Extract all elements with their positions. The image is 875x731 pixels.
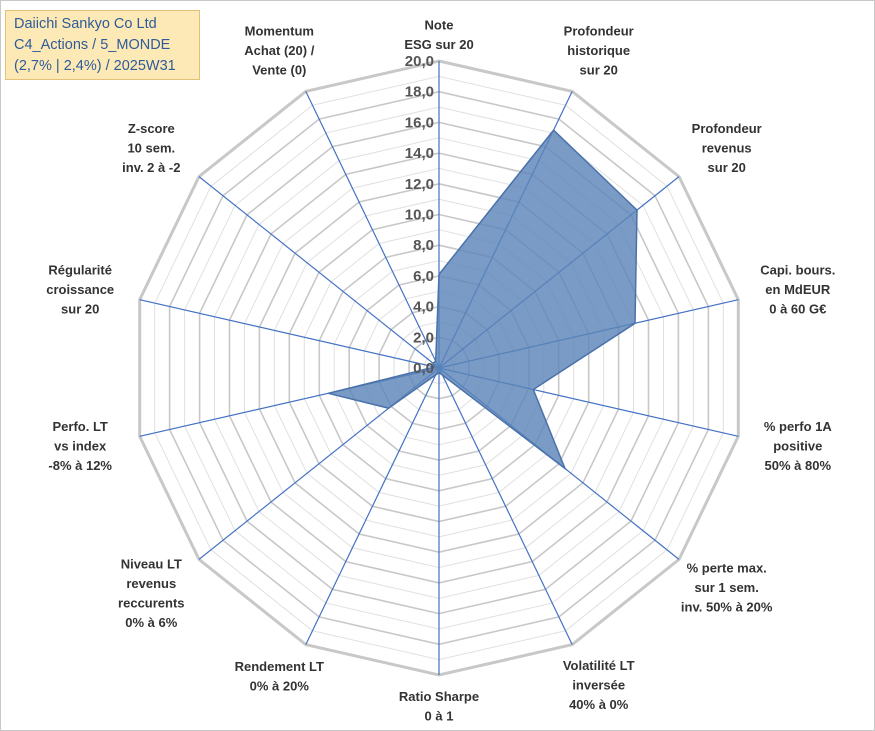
axis-label-line: Régularité <box>48 262 112 277</box>
title-line-company: Daiichi Sankyo Co Ltd <box>14 16 157 32</box>
axis-label-line: Niveau LT <box>121 557 182 572</box>
axis-label-line: 0 à 60 G€ <box>769 301 826 316</box>
axis-label-line: revenus <box>702 141 752 156</box>
axis-label-line: % perfo 1A <box>764 419 833 434</box>
axis-label: Note ESG sur 20 <box>404 18 473 53</box>
r-tick-label: 6,0 <box>413 268 434 285</box>
axis-label-line: inv. 50% à 20% <box>681 599 773 614</box>
r-tick-label: 2,0 <box>413 329 434 346</box>
axis-label: Perfo. LT vs index -8% à 12% <box>48 419 112 473</box>
axis-label-line: Vente (0) <box>252 62 306 77</box>
axis-label: Rendement LT 0% à 20% <box>235 659 324 694</box>
axis-label-line: Profondeur <box>564 23 634 38</box>
axis-label: Profondeur revenus sur 20 <box>692 121 762 175</box>
r-tick-label: 18,0 <box>405 84 434 101</box>
axis-label-line: 10 sem. <box>127 141 175 156</box>
r-tick-label: 10,0 <box>405 207 434 224</box>
axis-label-line: en MdEUR <box>765 282 831 297</box>
axis-label: Volatilité LT inversée 40% à 0% <box>563 658 635 712</box>
radar-axis-labels: Note ESG sur 20 Profondeur historique sur 20… <box>46 18 835 724</box>
axis-label: % perte max. sur 1 sem. inv. 50% à 20% <box>681 560 773 614</box>
axis-label: Capi. bours. en MdEUR 0 à 60 G€ <box>760 262 835 316</box>
axis-label-line: inv. 2 à -2 <box>122 160 180 175</box>
axis-label-line: vs index <box>54 439 107 454</box>
r-tick-label: 14,0 <box>405 145 434 162</box>
axis-spoke <box>305 91 440 369</box>
axis-spoke <box>305 367 440 645</box>
axis-label-line: -8% à 12% <box>48 458 112 473</box>
r-tick-label: 16,0 <box>405 114 434 131</box>
axis-label-line: % perte max. <box>687 560 767 575</box>
axis-label-line: Volatilité LT <box>563 658 635 673</box>
axis-label: % perfo 1A positive 50% à 80% <box>764 419 833 473</box>
axis-label-line: Z-score <box>128 121 175 136</box>
axis-label-line: Note <box>425 18 454 33</box>
axis-label-line: sur 1 sem. <box>695 580 759 595</box>
axis-label-line: Achat (20) / <box>244 43 314 58</box>
axis-label-line: 50% à 80% <box>765 458 832 473</box>
axis-label-line: ESG sur 20 <box>404 37 473 52</box>
axis-label-line: positive <box>773 439 822 454</box>
axis-label: Niveau LT revenus reccurents 0% à 6% <box>118 557 184 631</box>
axis-label-line: Ratio Sharpe <box>399 689 479 704</box>
r-tick-label: 12,0 <box>405 176 434 193</box>
axis-spoke <box>198 176 440 369</box>
series-area <box>328 128 638 471</box>
r-tick-label: 20,0 <box>405 53 434 70</box>
axis-spoke <box>139 299 440 369</box>
axis-label: Profondeur historique sur 20 <box>564 23 634 77</box>
axis-label-line: 0% à 6% <box>125 615 177 630</box>
axis-label-line: Capi. bours. <box>760 262 835 277</box>
axis-label-line: historique <box>567 43 630 58</box>
title-line-category: C4_Actions / 5_MONDE <box>14 37 171 53</box>
axis-label: Momentum Achat (20) / Vente (0) <box>244 23 314 77</box>
axis-label-line: croissance <box>46 282 114 297</box>
axis-label-line: Rendement LT <box>235 659 324 674</box>
radar-series <box>328 128 638 471</box>
axis-label-line: revenus <box>126 576 176 591</box>
axis-label: Régularité croissance sur 20 <box>46 262 114 316</box>
axis-label-line: Perfo. LT <box>53 419 108 434</box>
axis-label-line: Momentum <box>245 23 314 38</box>
r-tick-label: 4,0 <box>413 299 434 316</box>
axis-label-line: 0 à 1 <box>425 709 454 724</box>
axis-label-line: sur 20 <box>580 62 618 77</box>
axis-label-line: 0% à 20% <box>250 679 310 694</box>
axis-label-line: 40% à 0% <box>569 697 629 712</box>
axis-label-line: sur 20 <box>708 160 746 175</box>
axis-spoke <box>438 367 573 645</box>
axis-label-line: sur 20 <box>61 301 99 316</box>
axis-label: Z-score 10 sem. inv. 2 à -2 <box>122 121 180 175</box>
r-tick-label: 0,0 <box>413 360 434 377</box>
chart-title-box: Daiichi Sankyo Co Ltd C4_Actions / 5_MON… <box>5 10 200 80</box>
title-line-period: (2,7% | 2,4%) / 2025W31 <box>14 58 176 74</box>
axis-label-line: Profondeur <box>692 121 762 136</box>
axis-label-line: reccurents <box>118 596 184 611</box>
axis-label: Ratio Sharpe 0 à 1 <box>399 689 479 724</box>
r-tick-label: 8,0 <box>413 237 434 254</box>
radar-tick-labels: 0,0 2,0 4,0 6,0 8,0 10,0 12,0 14,0 16,0 18,0 20,0 <box>405 53 434 377</box>
axis-label-line: inversée <box>572 678 625 693</box>
